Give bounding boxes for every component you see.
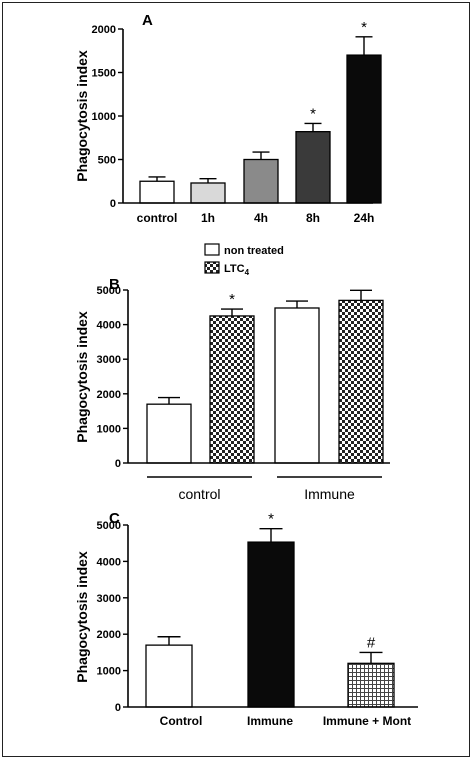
legend-label-ltc4: LTC4 xyxy=(224,263,250,277)
panel-a-x-label: 24h xyxy=(354,211,375,225)
panel-c-y-tick-label: 0 xyxy=(115,702,121,714)
panel-b-ltc4-bar xyxy=(338,299,384,464)
panel-b-group-labels: control Immune xyxy=(147,476,382,502)
panel-a-x-label: 4h xyxy=(254,211,268,225)
panel-c-y-tick-label: 5000 xyxy=(97,520,121,532)
panel-a: A Phagocytosis index ** 0500100015002000… xyxy=(74,12,382,225)
panel-c: C Phagocytosis index *# 0100020003000400… xyxy=(74,510,418,728)
panel-b-y-tick-label: 0 xyxy=(115,458,121,470)
panel-a-y-tick-label: 2000 xyxy=(92,24,116,36)
panel-a-y-tick-label: 1000 xyxy=(92,111,116,123)
panel-b-y-ticks: 0 1000 2000 3000 4000 5000 xyxy=(97,285,390,470)
panel-c-x-labels: Control Immune Immune + Mont xyxy=(160,714,412,728)
legend-swatch-non-treated xyxy=(204,243,220,256)
panel-a-bars: ** xyxy=(139,19,382,204)
panel-c-letter: C xyxy=(109,510,120,527)
panel-a-significance-mark: * xyxy=(361,19,367,36)
panel-a-x-label: control xyxy=(137,211,178,225)
panel-a-x-label: 8h xyxy=(306,211,320,225)
panel-b-group-label: control xyxy=(178,486,220,502)
panel-b-non-treated-bar xyxy=(146,403,192,464)
panel-a-x-labels: control 1h 4h 8h 24h xyxy=(137,211,375,225)
panel-b-non-treated-bar xyxy=(274,307,320,464)
panel-c-x-label: Immune + Mont xyxy=(323,714,411,728)
panel-c-bar xyxy=(247,541,295,708)
panel-c-y-tick-label: 2000 xyxy=(97,629,121,641)
panel-c-x-label: Immune xyxy=(247,714,293,728)
panel-b-group-label: Immune xyxy=(304,486,355,502)
panel-b-letter: B xyxy=(109,276,120,293)
panel-c-significance-mark: * xyxy=(268,511,274,528)
panel-b: non treated LTC4 B Phagocytosis index * … xyxy=(74,243,390,502)
panel-c-x-label: Control xyxy=(160,714,203,728)
panel-b-y-axis-title: Phagocytosis index xyxy=(74,311,90,443)
panel-c-bar xyxy=(145,644,193,708)
panel-b-legend: non treated LTC4 xyxy=(204,243,284,277)
panel-c-bar xyxy=(347,662,395,708)
panel-a-bar xyxy=(346,54,382,204)
panel-a-y-ticks: 0 500 1000 1500 2000 xyxy=(92,24,373,210)
panel-b-y-tick-label: 5000 xyxy=(97,285,121,297)
panel-b-bars: * xyxy=(146,289,384,464)
panel-b-ltc4-significance-mark: * xyxy=(229,291,235,308)
panel-b-y-tick-label: 2000 xyxy=(97,389,121,401)
panel-b-y-tick-label: 1000 xyxy=(97,423,121,435)
panel-c-significance-mark: # xyxy=(367,634,376,651)
panel-a-letter: A xyxy=(142,12,153,29)
panel-c-y-tick-label: 1000 xyxy=(97,666,121,678)
panel-a-bar xyxy=(295,131,331,204)
panel-a-significance-mark: * xyxy=(310,105,316,122)
panel-a-x-label: 1h xyxy=(201,211,215,225)
legend-label-non-treated: non treated xyxy=(224,245,284,257)
panel-a-bar xyxy=(139,180,175,204)
panel-b-ltc4-bar xyxy=(209,315,255,464)
panel-a-bar xyxy=(190,182,226,204)
figure-frame xyxy=(2,2,470,757)
panel-c-y-ticks: 0 1000 2000 3000 4000 5000 xyxy=(97,520,418,714)
panel-a-y-tick-label: 500 xyxy=(98,155,116,167)
panel-c-y-axis-title: Phagocytosis index xyxy=(74,551,90,683)
legend-swatch-ltc4 xyxy=(204,261,220,274)
panel-c-y-tick-label: 3000 xyxy=(97,593,121,605)
panel-a-y-tick-label: 0 xyxy=(110,198,116,210)
panel-a-y-axis-title: Phagocytosis index xyxy=(74,50,90,182)
panel-a-y-tick-label: 1500 xyxy=(92,68,116,80)
panel-b-y-tick-label: 3000 xyxy=(97,354,121,366)
panel-a-bar xyxy=(243,158,279,204)
panel-c-y-tick-label: 4000 xyxy=(97,556,121,568)
panel-c-bars: *# xyxy=(145,511,395,708)
panel-b-y-tick-label: 4000 xyxy=(97,320,121,332)
